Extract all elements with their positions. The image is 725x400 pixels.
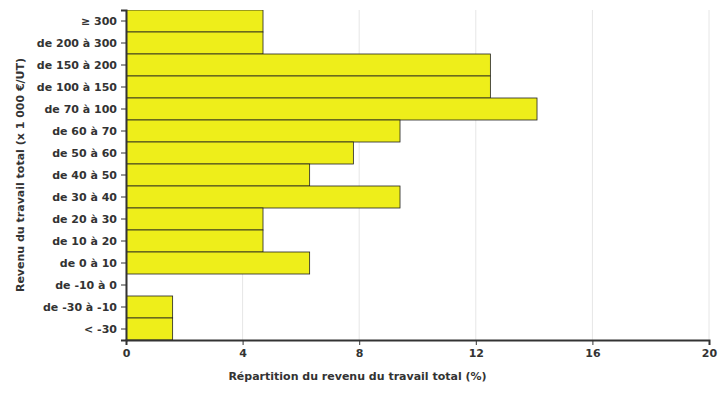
grid-line bbox=[592, 10, 593, 340]
y-tick: de -30 à -10 bbox=[43, 301, 126, 314]
bar bbox=[126, 54, 490, 76]
x-tick-mark bbox=[592, 340, 593, 345]
grid-line bbox=[709, 10, 710, 340]
x-tick: 4 bbox=[239, 340, 247, 360]
y-tick-label: de 50 à 60 bbox=[52, 147, 117, 160]
y-tick-label: de 0 à 10 bbox=[60, 257, 118, 270]
y-tick-mark bbox=[121, 219, 126, 220]
y-tick-label: de 40 à 50 bbox=[52, 169, 117, 182]
y-tick: de 40 à 50 bbox=[52, 169, 126, 182]
bar bbox=[126, 142, 353, 164]
y-tick-label: de 100 à 150 bbox=[37, 81, 118, 94]
y-tick: ≥ 300 bbox=[81, 15, 126, 28]
x-axis-title: Répartition du revenu du travail total (… bbox=[228, 370, 486, 383]
y-tick: de 0 à 10 bbox=[60, 257, 126, 270]
x-tick-mark bbox=[476, 340, 477, 345]
x-tick-label: 0 bbox=[123, 347, 131, 360]
y-tick-mark bbox=[121, 65, 126, 66]
x-tick-mark bbox=[243, 340, 244, 345]
x-tick: 0 bbox=[123, 340, 131, 360]
x-tick-mark bbox=[359, 340, 360, 345]
y-tick-mark bbox=[121, 87, 126, 88]
y-tick-mark bbox=[121, 285, 126, 286]
y-axis-title: Revenu du travail total (x 1 000 €/UT) bbox=[14, 58, 27, 292]
y-tick-label: de 150 à 200 bbox=[37, 59, 118, 72]
y-tick-label: de 10 à 20 bbox=[52, 235, 117, 248]
chart: 0 4 8 12 16 20 ≥ 300 de 200 à 300 de 150 à 200 de… bbox=[0, 0, 725, 400]
y-tick-mark bbox=[121, 21, 126, 22]
bar bbox=[126, 252, 310, 274]
x-tick: 12 bbox=[469, 340, 484, 360]
bar bbox=[126, 296, 173, 318]
x-tick-label: 8 bbox=[356, 347, 364, 360]
y-tick: de -10 à 0 bbox=[55, 279, 126, 292]
y-tick: de 100 à 150 bbox=[37, 81, 126, 94]
y-tick: de 60 à 70 bbox=[52, 125, 126, 138]
y-axis-line bbox=[121, 11, 127, 341]
y-tick-label: de -10 à 0 bbox=[55, 279, 117, 292]
y-tick-mark bbox=[121, 197, 126, 198]
y-tick: < -30 bbox=[84, 323, 126, 336]
y-tick-label: de 30 à 40 bbox=[52, 191, 117, 204]
bars bbox=[126, 10, 537, 340]
y-tick-mark bbox=[121, 307, 126, 308]
y-tick: de 10 à 20 bbox=[52, 235, 126, 248]
bar bbox=[126, 164, 310, 186]
bar bbox=[126, 98, 537, 120]
y-tick: de 20 à 30 bbox=[52, 213, 126, 226]
bar bbox=[126, 32, 263, 54]
y-tick-label: ≥ 300 bbox=[81, 15, 117, 28]
y-tick-mark bbox=[121, 109, 126, 110]
x-tick: 20 bbox=[702, 340, 718, 360]
y-tick: de 30 à 40 bbox=[52, 191, 126, 204]
y-tick-label: de 70 à 100 bbox=[44, 103, 117, 116]
x-tick: 16 bbox=[585, 340, 601, 360]
bar bbox=[126, 186, 400, 208]
plot: 0 4 8 12 16 20 ≥ 300 de 200 à 300 de 150 à 200 de… bbox=[37, 10, 718, 360]
bar bbox=[126, 318, 173, 340]
x-tick-label: 20 bbox=[702, 347, 718, 360]
x-tick-label: 12 bbox=[469, 347, 484, 360]
bar bbox=[126, 208, 263, 230]
y-tick-label: de 60 à 70 bbox=[52, 125, 117, 138]
y-tick: de 200 à 300 bbox=[37, 37, 126, 50]
y-tick-mark bbox=[121, 131, 126, 132]
grid bbox=[126, 10, 709, 340]
y-tick-mark bbox=[121, 153, 126, 154]
x-tick-label: 16 bbox=[585, 347, 601, 360]
x-tick: 8 bbox=[356, 340, 364, 360]
y-tick-label: de -30 à -10 bbox=[43, 301, 117, 314]
y-tick: de 50 à 60 bbox=[52, 147, 126, 160]
x-axis-line bbox=[127, 341, 710, 346]
x-tick-label: 4 bbox=[239, 347, 247, 360]
y-tick-mark bbox=[121, 175, 126, 176]
y-tick-mark bbox=[121, 241, 126, 242]
y-tick: de 70 à 100 bbox=[44, 103, 126, 116]
y-tick-mark bbox=[121, 263, 126, 264]
y-tick-label: < -30 bbox=[84, 323, 117, 336]
y-tick-mark bbox=[121, 43, 126, 44]
y-tick: de 150 à 200 bbox=[37, 59, 126, 72]
bar bbox=[126, 76, 490, 98]
x-axis: 0 4 8 12 16 20 bbox=[123, 340, 718, 360]
y-axis: ≥ 300 de 200 à 300 de 150 à 200 de 100 à 15… bbox=[37, 11, 127, 341]
bar bbox=[126, 120, 400, 142]
y-tick-label: de 20 à 30 bbox=[52, 213, 117, 226]
bar bbox=[126, 10, 263, 32]
x-tick-mark bbox=[709, 340, 710, 345]
y-tick-label: de 200 à 300 bbox=[37, 37, 118, 50]
y-tick-mark bbox=[121, 329, 126, 330]
bar bbox=[126, 230, 263, 252]
